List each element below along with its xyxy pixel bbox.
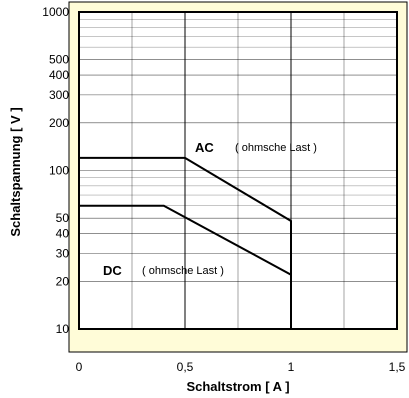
minor-grid — [79, 12, 397, 329]
x-axis-title: Schaltstrom [ A ] — [186, 379, 289, 394]
series-label-dc: DC — [103, 263, 122, 278]
y-tick-label: 100 — [49, 164, 69, 178]
x-tick-label: 0,5 — [177, 360, 194, 374]
y-tick-label: 1000 — [42, 5, 69, 19]
x-tick-label: 0 — [76, 360, 83, 374]
y-tick-label: 200 — [49, 116, 69, 130]
y-tick-label: 10 — [56, 322, 70, 336]
y-axis-title: Schaltspannung [ V ] — [8, 107, 23, 236]
y-tick-label: 40 — [56, 227, 70, 241]
x-tick-label: 1 — [288, 360, 295, 374]
y-tick-label: 30 — [56, 246, 70, 260]
y-tick-label: 400 — [49, 68, 69, 82]
y-tick-label: 300 — [49, 88, 69, 102]
series-label-ac: AC — [195, 140, 214, 155]
major-grid — [78, 11, 398, 330]
x-tick-labels: 0 0,5 1 1,5 — [76, 360, 406, 374]
y-tick-label: 500 — [49, 53, 69, 67]
series-line-dc — [79, 204, 292, 329]
series-note-ac: ( ohmsche Last ) — [235, 142, 317, 154]
series-note-dc: ( ohmsche Last ) — [142, 265, 224, 277]
y-tick-label: 20 — [56, 274, 70, 288]
series-layer — [79, 156, 292, 329]
y-tick-label: 50 — [56, 211, 70, 225]
x-tick-label: 1,5 — [389, 360, 406, 374]
plot-border — [78, 11, 398, 330]
